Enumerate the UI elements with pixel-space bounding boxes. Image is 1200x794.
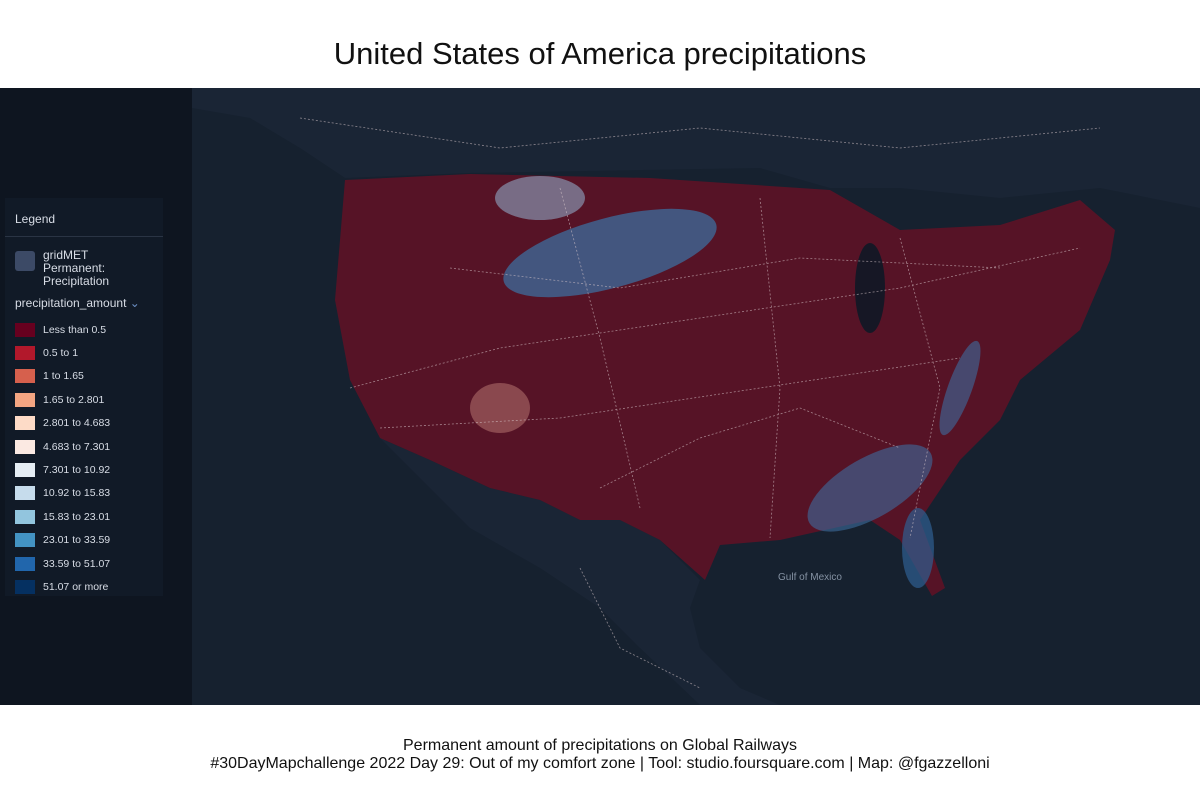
footer: Permanent amount of precipitations on Gl… <box>0 737 1200 773</box>
lake <box>855 243 885 333</box>
legend-label: 1.65 to 2.801 <box>43 393 105 406</box>
legend-label: Less than 0.5 <box>43 323 107 336</box>
legend-label: 51.07 or more <box>43 580 109 593</box>
legend-label: 15.83 to 23.01 <box>43 510 111 523</box>
legend: Legend gridMET Permanent: Precipitation … <box>5 198 163 596</box>
legend-item: 33.59 to 51.07 <box>5 552 163 575</box>
blue-patch <box>807 444 933 532</box>
legend-label: 33.59 to 51.07 <box>43 557 111 570</box>
legend-item: 1.65 to 2.801 <box>5 388 163 411</box>
legend-title: Legend <box>5 198 163 237</box>
blue-patch <box>495 176 585 220</box>
legend-swatch <box>15 509 35 524</box>
legend-layer: gridMET Permanent: Precipitation <box>5 237 163 288</box>
legend-swatch <box>15 369 35 384</box>
title: United States of America precipitations <box>333 36 867 71</box>
map-label: Gulf of Mexico <box>778 572 842 583</box>
blue-patch <box>902 508 934 588</box>
legend-swatch <box>15 579 35 594</box>
legend-swatch <box>15 392 35 407</box>
legend-item: 7.301 to 10.92 <box>5 458 163 481</box>
legend-field[interactable]: precipitation_amount ⌄ <box>5 288 163 318</box>
legend-item: 1 to 1.65 <box>5 365 163 388</box>
blue-patch <box>503 208 717 298</box>
legend-swatch <box>15 486 35 501</box>
legend-swatch <box>15 533 35 548</box>
legend-label: 1 to 1.65 <box>43 370 84 383</box>
mexico <box>380 438 780 705</box>
layer-name: gridMET Permanent: Precipitation <box>43 248 110 288</box>
legend-label: 2.801 to 4.683 <box>43 417 111 430</box>
legend-item: 0.5 to 1 <box>5 341 163 364</box>
legend-item: Less than 0.5 <box>5 318 163 341</box>
blue-patch <box>939 340 981 436</box>
legend-item: 4.683 to 7.301 <box>5 435 163 458</box>
railways <box>299 117 1101 689</box>
footer-line: Permanent amount of precipitations on Gl… <box>403 737 797 754</box>
legend-swatch <box>15 346 35 361</box>
legend-swatch <box>15 416 35 431</box>
legend-item: 51.07 or more <box>5 575 163 598</box>
canada <box>192 88 1200 208</box>
legend-label: 0.5 to 1 <box>43 347 79 360</box>
legend-swatch <box>15 463 35 478</box>
legend-item: 10.92 to 15.83 <box>5 482 163 505</box>
map: Gulf of Mexico <box>0 88 1200 705</box>
field-name: precipitation_amount <box>15 296 127 310</box>
legend-swatch <box>15 556 35 571</box>
legend-label: 23.01 to 33.59 <box>43 534 111 547</box>
legend-swatch <box>15 322 35 337</box>
chevron: ⌄ <box>129 296 140 310</box>
legend-label: 7.301 to 10.92 <box>43 464 111 477</box>
wet-patch <box>470 383 530 433</box>
legend-item: 2.801 to 4.683 <box>5 412 163 435</box>
legend-label: 10.92 to 15.83 <box>43 487 111 500</box>
legend-label: 4.683 to 7.301 <box>43 440 111 453</box>
footer-line: #30DayMapchallenge 2022 Day 29: Out of m… <box>210 755 990 772</box>
legend-swatch <box>15 439 35 454</box>
legend-item: 23.01 to 33.59 <box>5 529 163 552</box>
layer-icon <box>15 251 35 271</box>
legend-items: Less than 0.5 0.5 to 1 1 to 1.65 1.65 to 2.… <box>5 318 163 599</box>
legend-item: 15.83 to 23.01 <box>5 505 163 528</box>
